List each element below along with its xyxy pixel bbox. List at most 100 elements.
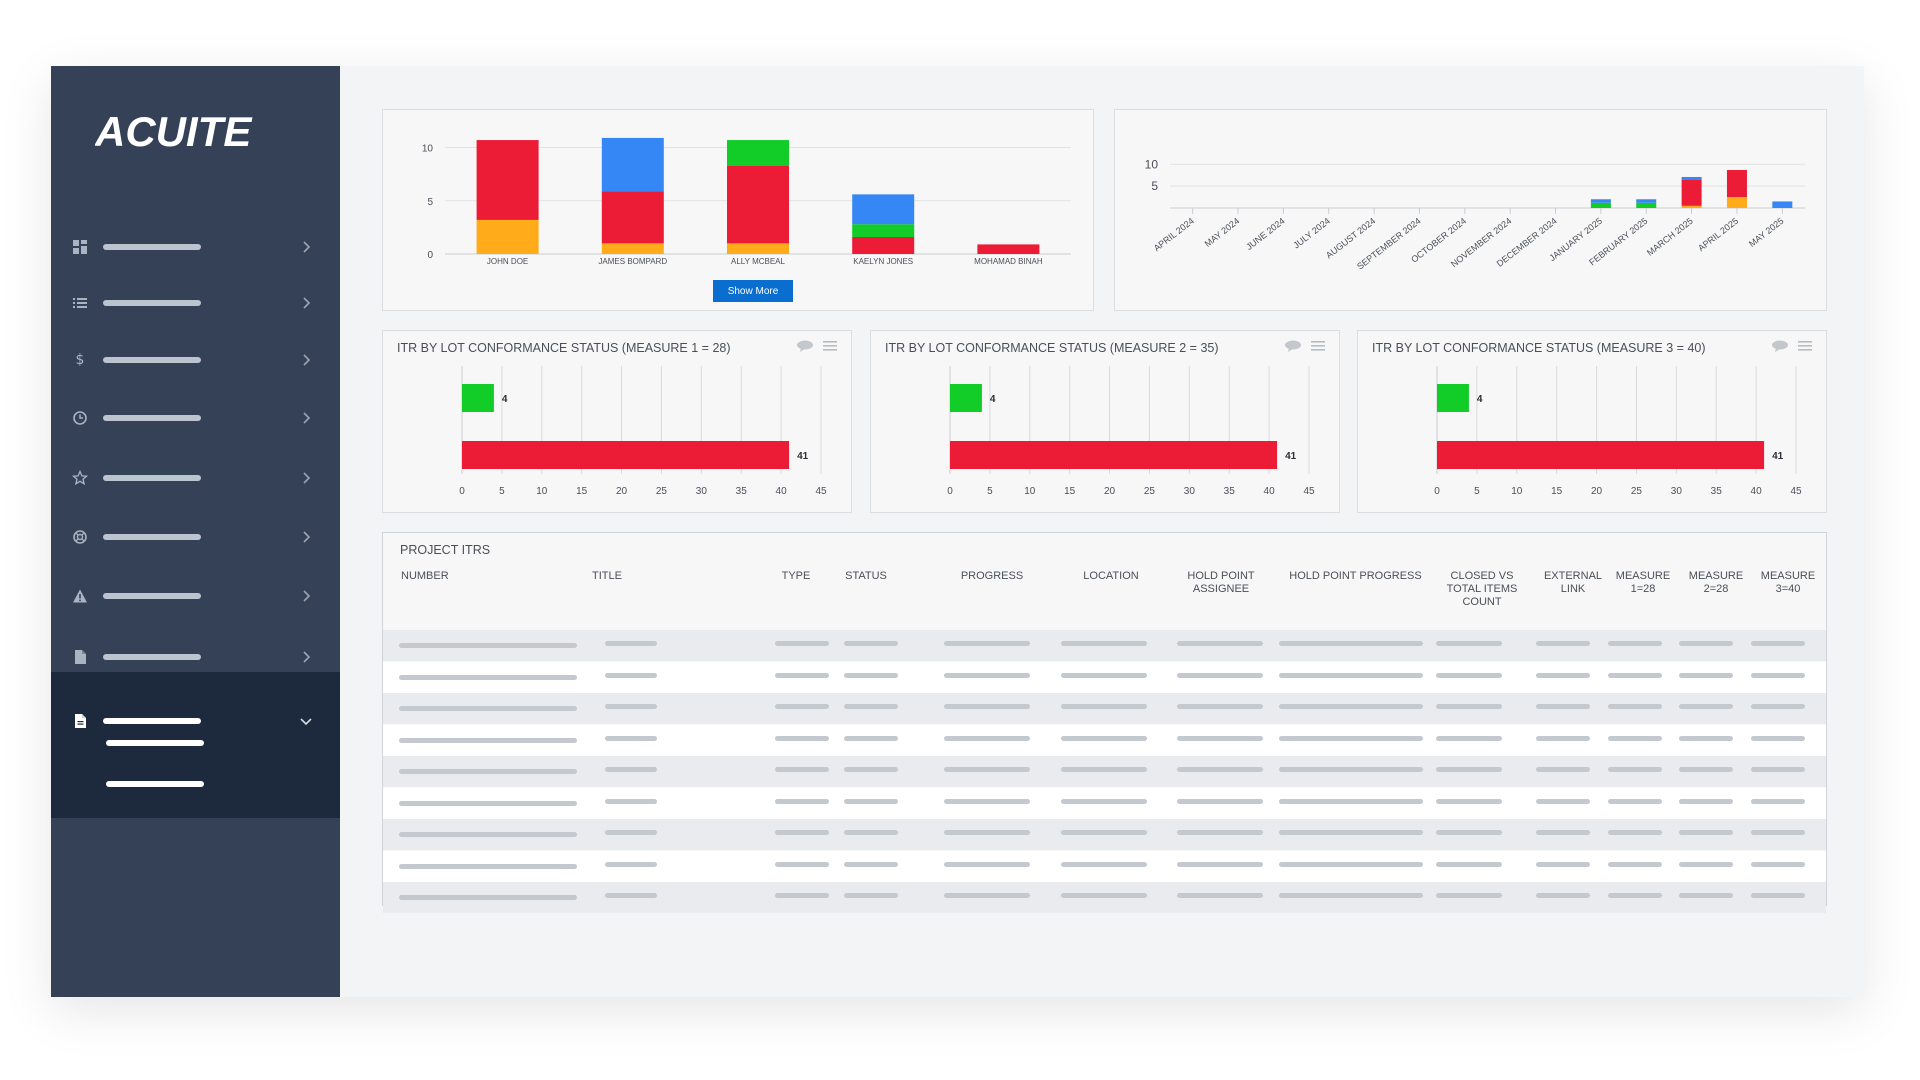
table-cell (1536, 830, 1590, 835)
table-cell (1608, 704, 1662, 709)
y-tick-label: 10 (422, 144, 434, 155)
table-cell (1536, 767, 1590, 772)
table-row[interactable] (383, 882, 1826, 913)
table-cell (1608, 735, 1662, 741)
bar-segment (1681, 179, 1702, 206)
sidebar-item-support[interactable] (51, 517, 340, 557)
x-tick-label: 0 (459, 486, 465, 497)
table-cell (1279, 641, 1423, 646)
table-cell (1751, 704, 1805, 709)
sidebar-item-label (103, 300, 201, 306)
menu-icon[interactable] (1798, 341, 1812, 351)
table-cell (1061, 893, 1147, 898)
table-cell (1279, 830, 1423, 835)
column-header-title[interactable]: TITLE (592, 570, 622, 582)
x-tick-label: MAY 2025 (1747, 216, 1786, 249)
x-tick-label: 20 (1104, 486, 1116, 497)
bar-segment (727, 165, 789, 244)
sidebar-item-dashboard[interactable] (51, 227, 340, 267)
horizontal-bar-chart-measure-1: 0 5 10 15 20 25 30 35 40 45 4 41 (459, 366, 827, 497)
sidebar-item-documents[interactable] (51, 637, 340, 677)
data-label: 41 (1285, 451, 1297, 462)
column-header-progress[interactable]: PROGRESS (960, 570, 1024, 582)
bar-segment (1681, 205, 1702, 208)
table-cell (1436, 861, 1502, 867)
x-tick-label: ALLY MCBEAL (731, 257, 786, 266)
menu-icon[interactable] (823, 341, 837, 351)
table-cell (844, 672, 898, 678)
x-tick-label: 30 (696, 486, 708, 497)
sidebar-subitem[interactable] (106, 740, 204, 746)
table-cell (775, 672, 829, 678)
bar-segment (476, 219, 539, 254)
table-cell (775, 641, 829, 646)
sidebar-item-warnings[interactable] (51, 576, 340, 616)
table-cell (1279, 672, 1423, 678)
sidebar-item-favorites[interactable] (51, 458, 340, 498)
bar-segment (1636, 202, 1657, 208)
sidebar-item-list[interactable] (51, 283, 340, 323)
sidebar-item-history[interactable] (51, 398, 340, 438)
x-tick-label: JAMES BOMPARD (598, 257, 667, 266)
table-row[interactable] (383, 661, 1826, 693)
column-header-measure-2[interactable]: MEASURE 2=28 (1688, 570, 1744, 595)
acuite-logo[interactable]: ACUITE (95, 106, 295, 156)
table-row[interactable] (383, 787, 1826, 819)
column-header-external-link[interactable]: EXTERNAL LINK (1543, 570, 1603, 595)
x-tick-label: JULY 2024 (1291, 216, 1332, 251)
table-row[interactable] (383, 693, 1826, 724)
table-cell (944, 830, 1030, 835)
table-cell (1679, 893, 1733, 898)
table-cell (775, 893, 829, 898)
x-tick-label: 5 (499, 486, 505, 497)
column-header-number[interactable]: NUMBER (401, 570, 449, 582)
app-window: ACUITE $ (51, 66, 1864, 997)
table-cell (1608, 861, 1662, 867)
column-header-type[interactable]: TYPE (781, 570, 811, 582)
table-cell (399, 706, 577, 711)
column-header-status[interactable]: STATUS (845, 570, 887, 582)
show-more-button[interactable]: Show More (713, 280, 793, 302)
table-cell (1679, 767, 1733, 772)
column-header-closed-vs-total[interactable]: CLOSED VS TOTAL ITEMS COUNT (1446, 570, 1518, 608)
data-label: 41 (1772, 451, 1784, 462)
table-row[interactable] (383, 756, 1826, 787)
table-row[interactable] (383, 850, 1826, 882)
table-cell (605, 672, 657, 678)
comment-icon[interactable] (797, 340, 813, 353)
column-header-hold-point-assignee[interactable]: HOLD POINT ASSIGNEE (1187, 570, 1255, 595)
table-cell (775, 735, 829, 741)
table-cell (944, 704, 1030, 709)
chevron-right-icon (303, 531, 311, 543)
table-cell (1679, 672, 1733, 678)
table-cell (1751, 861, 1805, 867)
table-cell (1279, 893, 1423, 898)
data-label: 4 (502, 394, 508, 405)
chevron-right-icon (303, 354, 311, 366)
bar-segment (601, 191, 664, 244)
table-cell (1608, 767, 1662, 772)
sidebar-item-reports[interactable] (51, 701, 340, 741)
x-tick-label: 10 (1511, 486, 1523, 497)
panel-title: ITR BY LOT CONFORMANCE STATUS (MEASURE 3… (1372, 341, 1706, 355)
table-row[interactable] (383, 630, 1826, 661)
column-header-location[interactable]: LOCATION (1083, 570, 1139, 582)
comment-icon[interactable] (1285, 340, 1301, 353)
menu-icon[interactable] (1311, 341, 1325, 351)
sidebar-subitem[interactable] (106, 781, 204, 787)
table-cell (1679, 641, 1733, 646)
bar-segment (1726, 197, 1747, 208)
x-tick-label: APRIL 2025 (1696, 216, 1740, 254)
table-cell (1061, 861, 1147, 867)
column-header-measure-3[interactable]: MEASURE 3=40 (1760, 570, 1816, 595)
table-cell (399, 643, 577, 648)
table-cell (1177, 893, 1263, 898)
comment-icon[interactable] (1772, 340, 1788, 353)
panel-icons (1285, 340, 1325, 352)
column-header-hold-point-progress[interactable]: HOLD POINT PROGRESS (1289, 570, 1422, 582)
table-row[interactable] (383, 724, 1826, 756)
table-row[interactable] (383, 819, 1826, 850)
sidebar-item-finance[interactable]: $ (51, 340, 340, 380)
table-cell (1536, 641, 1590, 646)
column-header-measure-1[interactable]: MEASURE 1=28 (1615, 570, 1671, 595)
